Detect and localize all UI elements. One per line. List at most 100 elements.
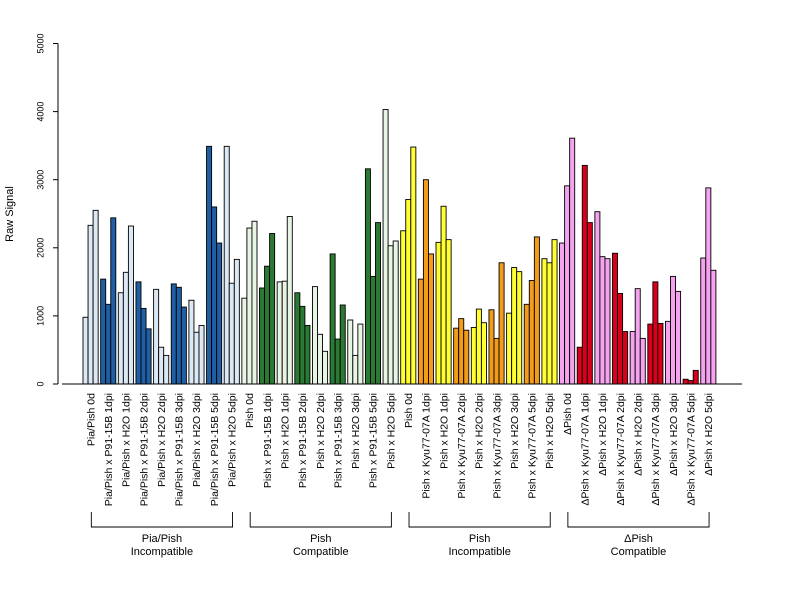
bar-34-rep-2 xyxy=(687,380,694,385)
bar-20-rep-1 xyxy=(435,241,442,385)
bar-15-rep-1 xyxy=(347,319,354,385)
group-label-0: Pia/Pish xyxy=(142,533,182,545)
bar-28-rep-3 xyxy=(586,222,593,385)
bar-0-rep-2 xyxy=(87,224,94,385)
bar-4-rep-3 xyxy=(163,354,170,385)
x-tick-label-14: Pish x P91-15B 3dpi xyxy=(332,393,344,488)
bar-31-rep-1 xyxy=(629,331,636,385)
bar-9-rep-2 xyxy=(246,227,253,385)
bar-29-rep-1 xyxy=(594,211,601,385)
bar-18-rep-3 xyxy=(410,146,417,385)
x-tick-label-5: Pia/Pish x P91-15B 3dpi xyxy=(174,393,186,506)
y-tick-label-1: 1000 xyxy=(35,306,45,326)
x-tick-label-8: Pia/Pish x H2O 5dpi xyxy=(227,393,239,487)
bar-10-rep-2 xyxy=(264,265,271,385)
group-sublabel-3: Compatible xyxy=(611,546,667,558)
bar-18-rep-2 xyxy=(405,198,412,385)
group-label-1: Pish xyxy=(310,533,331,545)
bar-13-rep-2 xyxy=(317,333,324,385)
bar-18-rep-1 xyxy=(400,230,407,385)
y-tick-label-3: 3000 xyxy=(35,170,45,190)
bar-0-rep-1 xyxy=(82,316,89,385)
group-bracket-0 xyxy=(90,512,233,528)
y-tick-label-4: 4000 xyxy=(35,102,45,122)
bar-19-rep-1 xyxy=(417,278,424,385)
bar-7-rep-3 xyxy=(216,242,223,385)
bar-30-rep-2 xyxy=(617,292,624,385)
x-tick-label-19: Pish x Kyu77-07A 1dpi xyxy=(421,393,433,499)
x-tick-label-0: Pia/Pish 0d xyxy=(85,393,97,446)
bar-23-rep-2 xyxy=(493,337,500,385)
x-tick-label-11: Pish x H2O 1dpi xyxy=(279,393,291,469)
bar-3-rep-3 xyxy=(145,328,152,385)
y-axis: 0 1000 2000 3000 4000 5000 xyxy=(35,33,59,387)
x-tick-label-24: Pish x H2O 3dpi xyxy=(509,393,521,469)
bar-22-rep-3 xyxy=(480,322,487,385)
group-bracket-2 xyxy=(408,512,551,528)
x-tick-label-16: Pish x P91-15B 5dpi xyxy=(368,393,380,488)
bar-13-rep-3 xyxy=(322,350,329,385)
bar-30-rep-1 xyxy=(612,252,619,385)
bar-21-rep-1 xyxy=(453,327,460,385)
group-sublabel-2: Incompatible xyxy=(448,546,510,558)
x-tick-label-7: Pia/Pish x P91-15B 5dpi xyxy=(209,393,221,506)
x-tick-label-21: Pish x Kyu77-07A 2dpi xyxy=(456,393,468,499)
bar-6-rep-2 xyxy=(193,331,200,385)
group-bracket-3 xyxy=(567,512,710,528)
x-tick-label-29: ΔPish x H2O 1dpi xyxy=(597,393,609,476)
bar-11-rep-1 xyxy=(276,281,283,385)
bar-24-rep-1 xyxy=(506,312,513,385)
bar-14-rep-1 xyxy=(329,253,336,385)
bar-7-rep-1 xyxy=(206,145,213,385)
group-label-2: Pish xyxy=(469,533,490,545)
bar-5-rep-2 xyxy=(175,286,182,385)
bar-5-rep-1 xyxy=(170,283,177,385)
bar-5-rep-3 xyxy=(180,306,187,385)
y-tick-label-2: 2000 xyxy=(35,238,45,258)
bar-6-rep-1 xyxy=(188,299,195,385)
bar-12-rep-2 xyxy=(299,305,306,385)
bar-11-rep-3 xyxy=(286,216,293,385)
bar-9-rep-1 xyxy=(241,297,248,385)
x-tick-label-13: Pish x H2O 2dpi xyxy=(315,393,327,469)
bar-17-rep-3 xyxy=(392,240,399,385)
x-tick-label-3: Pia/Pish x P91-15B 2dpi xyxy=(138,393,150,506)
bar-34-rep-3 xyxy=(692,369,699,385)
bar-20-rep-2 xyxy=(440,205,447,385)
bar-19-rep-3 xyxy=(428,253,434,385)
x-tick-label-10: Pish x P91-15B 1dpi xyxy=(262,393,274,488)
bar-20-rep-3 xyxy=(445,239,452,385)
bar-25-rep-1 xyxy=(523,303,530,385)
bar-32-rep-1 xyxy=(647,323,654,385)
bar-35-rep-3 xyxy=(710,269,717,385)
bar-9-rep-3 xyxy=(251,220,258,385)
x-tick-label-12: Pish x P91-15B 2dpi xyxy=(297,393,309,488)
x-tick-label-4: Pia/Pish x H2O 2dpi xyxy=(156,393,168,487)
bar-24-rep-3 xyxy=(516,271,523,385)
bar-17-rep-2 xyxy=(387,245,394,385)
y-axis-label: Raw Signal xyxy=(4,186,16,242)
bar-21-rep-2 xyxy=(458,318,465,385)
bar-1-rep-3 xyxy=(110,217,117,385)
bar-16-rep-2 xyxy=(370,275,376,385)
x-tick-label-30: ΔPish x Kyu77-07A 2dpi xyxy=(615,393,627,506)
bar-30-rep-3 xyxy=(622,331,629,385)
bar-16-rep-1 xyxy=(364,168,371,385)
bar-13-rep-1 xyxy=(312,286,318,385)
x-tick-label-25: Pish x Kyu77-07A 5dpi xyxy=(527,393,539,499)
x-tick-label-27: ΔPish 0d xyxy=(562,393,574,435)
x-tick-label-23: Pish x Kyu77-07A 3dpi xyxy=(491,393,503,499)
group-label-3: ΔPish xyxy=(624,533,653,545)
x-tick-label-26: Pish x H2O 5dpi xyxy=(544,393,556,469)
x-tick-label-32: ΔPish x Kyu77-07A 3dpi xyxy=(650,393,662,506)
x-tick-label-15: Pish x H2O 3dpi xyxy=(350,393,362,469)
x-tick-label-28: ΔPish x Kyu77-07A 1dpi xyxy=(580,393,592,506)
bar-12-rep-1 xyxy=(294,292,301,385)
bar-34-rep-1 xyxy=(682,378,689,385)
x-tick-label-6: Pia/Pish x H2O 3dpi xyxy=(191,393,203,487)
bar-8-rep-2 xyxy=(228,282,235,385)
bar-33-rep-2 xyxy=(670,275,677,385)
bar-26-rep-1 xyxy=(541,258,548,385)
y-tick-label-0: 0 xyxy=(35,381,45,386)
bar-4-rep-1 xyxy=(153,288,160,385)
